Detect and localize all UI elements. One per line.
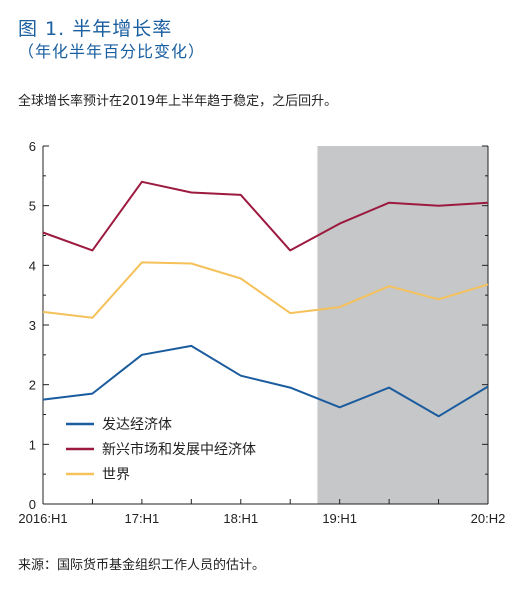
y-tick-label: 5 [29, 199, 36, 214]
source-note: 来源：国际货币基金组织工作人员的估计。 [18, 558, 266, 573]
legend-label-0: 发达经济体 [102, 417, 172, 433]
series-line-2 [42, 261, 489, 319]
y-tick-label: 1 [29, 437, 36, 452]
legend-label-1: 新兴市场和发展中经济体 [102, 441, 256, 458]
chart-title: 图 1. 半年增长率 [18, 18, 173, 40]
series-line-0 [42, 344, 489, 418]
chart-note: 全球增长率预计在2019年上半年趋于稳定，之后回升。 [18, 94, 338, 109]
x-tick-label: 18:H1 [223, 511, 258, 526]
y-tick-label: 6 [29, 139, 36, 154]
y-tick-label: 2 [29, 378, 36, 393]
chart-subtitle: （年化半年百分比变化） [18, 42, 206, 61]
x-tick-label: 20:H2 [471, 511, 506, 526]
y-tick-label: 3 [29, 318, 36, 333]
x-tick-label: 19:H1 [322, 511, 357, 526]
x-tick-label: 17:H1 [125, 511, 160, 526]
x-tick-label: 2016:H1 [18, 511, 67, 526]
series-line-1 [42, 180, 489, 252]
projection-shade [317, 146, 488, 504]
y-tick-label: 4 [29, 258, 36, 273]
y-tick-label: 0 [29, 497, 36, 512]
legend-label-2: 世界 [102, 467, 130, 483]
